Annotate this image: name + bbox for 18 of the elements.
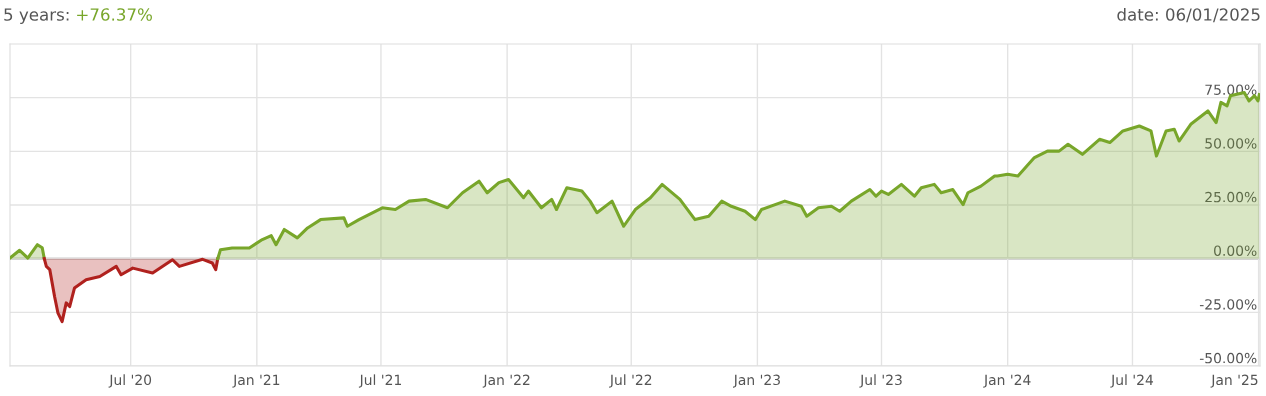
x-tick-label: Jan '24	[983, 374, 1031, 388]
x-tick-label: Jul '21	[358, 374, 401, 388]
x-tick-label: Jul '22	[609, 374, 652, 388]
y-tick-label: 0.00%	[1214, 245, 1257, 256]
chart-title: 5 years:	[4, 8, 69, 25]
x-tick-label: Jul '24	[1110, 374, 1154, 388]
x-tick-label: Jul '23	[859, 374, 902, 388]
y-tick-label: -50.00%	[1199, 352, 1257, 364]
y-tick-label: 50.00%	[1205, 138, 1257, 149]
y-tick-label: 25.00%	[1205, 191, 1257, 203]
y-tick-label: -25.00%	[1199, 299, 1257, 310]
x-tick-label: Jan '21	[232, 374, 280, 388]
x-tick-label: Jan '25	[1210, 374, 1258, 388]
x-tick-label: Jan '22	[482, 374, 530, 388]
chart-subtitle: +76.37%	[77, 8, 152, 21]
x-tick-label: Jul '20	[108, 374, 152, 388]
text: date: 06/01/2025	[1117, 7, 1260, 23]
x-tick-label: Jan '23	[733, 374, 780, 388]
